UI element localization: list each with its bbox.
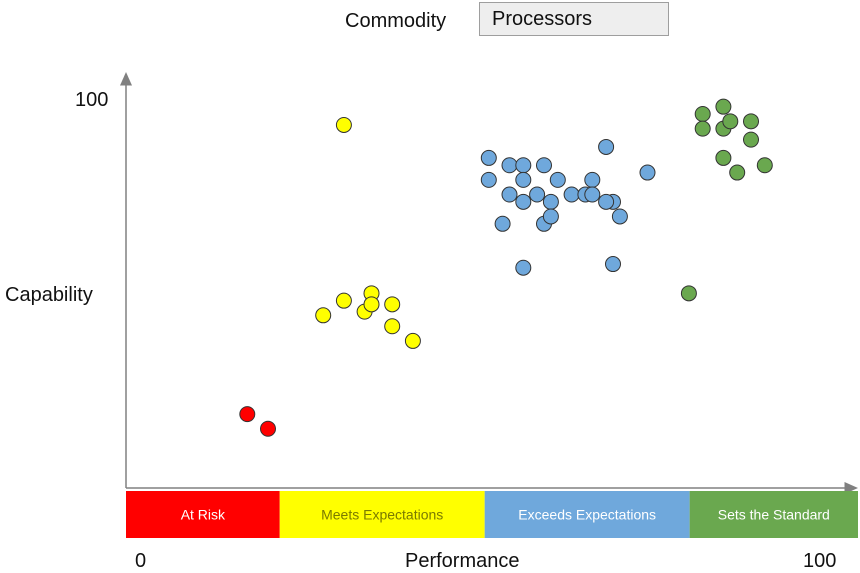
data-point (515, 157, 532, 174)
data-point (680, 285, 697, 302)
data-point (536, 157, 552, 174)
data-point (515, 259, 532, 276)
data-point (335, 292, 352, 309)
band-exceeds-expectations (484, 491, 690, 538)
data-point (694, 106, 711, 122)
band-label: Meets Expectations (321, 507, 443, 523)
data-point (239, 406, 256, 423)
data-point (515, 193, 532, 210)
data-point (384, 296, 401, 313)
band-at-risk (126, 491, 280, 538)
data-point (756, 157, 773, 174)
data-point (715, 149, 732, 166)
data-point (480, 149, 497, 166)
x-tick-label-0: 0 (135, 550, 146, 572)
data-point (335, 116, 352, 133)
data-point (639, 164, 656, 181)
data-point (611, 208, 628, 225)
data-point (501, 157, 518, 174)
data-point (260, 420, 276, 437)
performance-bands: At Risk Meets Expectations Exceeds Expecta… (126, 491, 858, 538)
data-point (542, 193, 559, 210)
data-point (515, 171, 532, 188)
data-point (384, 318, 401, 335)
data-point (404, 332, 421, 349)
data-point (743, 113, 759, 130)
data-point (529, 186, 546, 203)
data-point (584, 171, 601, 188)
y-axis-label: Capability (5, 284, 93, 306)
data-points (239, 98, 773, 437)
data-point (598, 193, 615, 210)
data-point (694, 120, 711, 137)
x-axis-label: Performance (405, 550, 520, 572)
y-tick-label-100: 100 (75, 89, 108, 111)
band-label: At Risk (181, 507, 226, 523)
data-point (549, 171, 566, 188)
band-sets-the-standard (689, 491, 858, 538)
commodity-field[interactable]: Processors (479, 2, 669, 36)
data-point (501, 186, 518, 203)
band-label: Sets the Standard (718, 507, 830, 523)
data-point (584, 186, 601, 203)
data-point (542, 208, 559, 225)
data-point (722, 113, 739, 130)
data-point (598, 138, 615, 155)
x-tick-label-100: 100 (803, 550, 836, 572)
data-point (605, 256, 621, 273)
data-point (315, 307, 332, 324)
data-point (729, 164, 746, 181)
data-point (363, 296, 380, 313)
data-point (563, 186, 580, 203)
data-point (715, 98, 732, 115)
data-point (494, 215, 511, 232)
band-label: Exceeds Expectations (518, 507, 656, 523)
commodity-label: Commodity (345, 10, 447, 32)
band-meets-expectations (279, 491, 485, 538)
data-point (480, 171, 497, 188)
data-point (743, 131, 759, 148)
